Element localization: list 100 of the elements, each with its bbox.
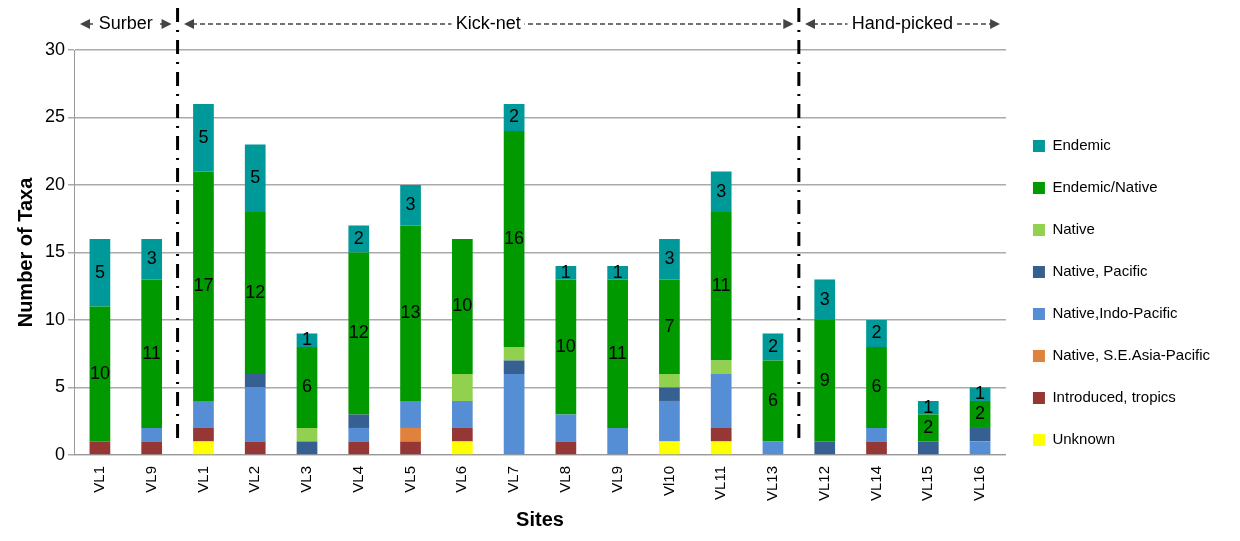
legend-label: Endemic/Native xyxy=(1052,178,1158,196)
data-label: 12 xyxy=(245,281,266,302)
data-label: 5 xyxy=(94,261,105,282)
y-tick-label: 30 xyxy=(44,38,66,59)
x-tick-label: VL13 xyxy=(763,465,781,502)
bar xyxy=(710,171,732,212)
bar xyxy=(710,441,732,455)
bar xyxy=(193,104,214,172)
bar xyxy=(555,441,577,455)
y-tick-label: 10 xyxy=(44,308,66,329)
bar xyxy=(503,130,525,347)
bar xyxy=(659,279,680,374)
bar xyxy=(503,360,525,374)
bar xyxy=(348,414,370,428)
y-tick-label: 5 xyxy=(55,376,66,397)
text: Hand-picked xyxy=(847,12,957,34)
bar xyxy=(348,427,370,442)
data-label: 2 xyxy=(871,322,882,343)
bar xyxy=(141,279,163,428)
bar xyxy=(762,441,784,455)
bar xyxy=(348,441,370,455)
bar xyxy=(193,171,214,401)
x-tick-label: VL9 xyxy=(607,465,625,493)
data-label: 3 xyxy=(146,248,157,269)
bar xyxy=(89,441,111,455)
bar xyxy=(348,252,370,415)
bar xyxy=(451,427,473,442)
bar xyxy=(89,306,111,442)
x-tick-label: VL3 xyxy=(297,465,315,493)
bar xyxy=(866,427,887,442)
bar xyxy=(400,184,421,226)
data-label: 6 xyxy=(302,376,313,397)
data-label: 6 xyxy=(871,376,882,397)
data-label: 1 xyxy=(923,396,934,417)
x-tick-label: VL1 xyxy=(193,465,211,493)
data-label: 11 xyxy=(608,342,627,363)
data-label: 2 xyxy=(353,227,364,248)
x-tick-label: VL1 xyxy=(90,465,108,493)
legend-label: Introduced, tropics xyxy=(1052,388,1176,406)
bar xyxy=(659,400,680,442)
bar xyxy=(193,427,214,442)
bar xyxy=(814,279,836,320)
data-label: 2 xyxy=(975,403,986,424)
data-label: 10 xyxy=(555,335,576,356)
data-label: 12 xyxy=(348,322,369,343)
x-tick-label: VL9 xyxy=(141,465,159,493)
bar xyxy=(814,319,836,442)
data-label: 1 xyxy=(302,329,313,350)
data-label: 17 xyxy=(193,275,214,296)
x-tick-label: VL15 xyxy=(918,465,936,502)
bar xyxy=(400,400,421,428)
y-axis-title: Number of Taxa xyxy=(13,176,36,328)
bar xyxy=(814,441,836,455)
bar xyxy=(503,373,525,455)
data-label: 11 xyxy=(711,275,731,296)
bar xyxy=(710,373,732,428)
bar xyxy=(607,427,628,455)
data-label: 2 xyxy=(923,416,934,437)
legend-label: Native,Indo-Pacific xyxy=(1052,304,1178,322)
data-label: 6 xyxy=(767,389,778,410)
y-tick-label: 15 xyxy=(44,241,66,262)
data-label: 3 xyxy=(716,180,727,201)
bar xyxy=(659,373,680,388)
y-tick-label: 20 xyxy=(44,173,66,194)
bar xyxy=(89,238,111,307)
text: Kick-net xyxy=(451,12,525,34)
legend-label: Unknown xyxy=(1052,430,1115,448)
data-label: 10 xyxy=(452,295,473,316)
bar xyxy=(451,441,473,455)
bar xyxy=(710,360,732,374)
bar xyxy=(141,238,163,280)
x-tick-label: VL14 xyxy=(866,465,884,502)
x-tick-label: VL11 xyxy=(711,465,729,500)
bar xyxy=(244,387,266,442)
bar xyxy=(400,225,421,401)
x-tick-label: VL12 xyxy=(814,465,832,502)
bar xyxy=(451,238,473,374)
data-label: 3 xyxy=(405,194,416,215)
data-label: 1 xyxy=(560,261,571,282)
x-tick-label: VL5 xyxy=(400,465,418,493)
data-label: 11 xyxy=(142,342,162,363)
legend-label: Native xyxy=(1052,220,1095,238)
bar xyxy=(193,441,214,455)
x-tick-label: VL6 xyxy=(452,465,470,493)
data-label: 1 xyxy=(612,261,623,282)
data-label: 5 xyxy=(198,126,209,147)
x-axis-title: Sites xyxy=(516,507,564,530)
bar xyxy=(451,400,473,428)
data-label: 13 xyxy=(400,302,421,323)
data-label: 3 xyxy=(819,288,830,309)
bar xyxy=(296,427,318,442)
bar xyxy=(503,346,525,361)
data-label: 16 xyxy=(504,227,525,248)
bar xyxy=(296,441,318,455)
bar xyxy=(866,441,887,455)
bar xyxy=(917,441,939,455)
data-label: 3 xyxy=(664,248,675,269)
data-label: 2 xyxy=(509,106,520,127)
bar xyxy=(710,427,732,442)
data-label: 2 xyxy=(767,335,778,356)
